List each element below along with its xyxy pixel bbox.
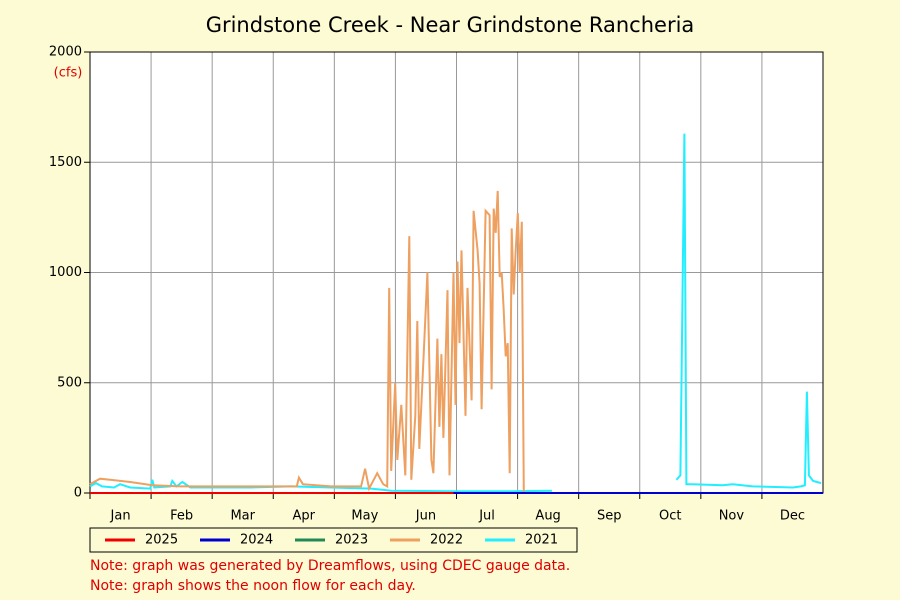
- x-tick-label: Jan: [110, 509, 131, 524]
- legend-label: 2023: [335, 533, 368, 548]
- y-tick-label: 500: [57, 375, 82, 390]
- note: Note: graph shows the noon flow for each…: [90, 578, 416, 594]
- x-tick-label: Jul: [478, 509, 495, 524]
- series-line: [89, 190, 525, 494]
- y-tick-label: 2000: [49, 45, 82, 60]
- x-tick-label: Feb: [170, 509, 193, 524]
- x-tick-label: Dec: [780, 509, 805, 524]
- legend-box: [89, 527, 578, 553]
- chart-title: Grindstone Creek - Near Grindstone Ranch…: [206, 13, 695, 37]
- x-tick-label: Mar: [230, 509, 255, 524]
- legend-label: 2025: [145, 533, 178, 548]
- note: Note: graph was generated by Dreamflows,…: [90, 558, 570, 574]
- x-tick-label: Sep: [597, 509, 622, 524]
- y-axis-label: (cfs): [54, 66, 83, 81]
- y-tick-label: 1000: [49, 265, 82, 280]
- legend-label: 2022: [430, 533, 463, 548]
- x-tick-label: Oct: [659, 509, 681, 524]
- y-tick-label: 0: [74, 486, 82, 501]
- x-tick-label: Nov: [719, 509, 745, 524]
- x-tick-label: Jun: [415, 509, 436, 524]
- x-tick-label: Apr: [293, 509, 316, 524]
- legend-label: 2021: [525, 533, 558, 548]
- y-tick-label: 1500: [49, 155, 82, 170]
- x-tick-label: Aug: [535, 509, 560, 524]
- x-tick-label: May: [351, 509, 378, 524]
- legend-label: 2024: [240, 533, 273, 548]
